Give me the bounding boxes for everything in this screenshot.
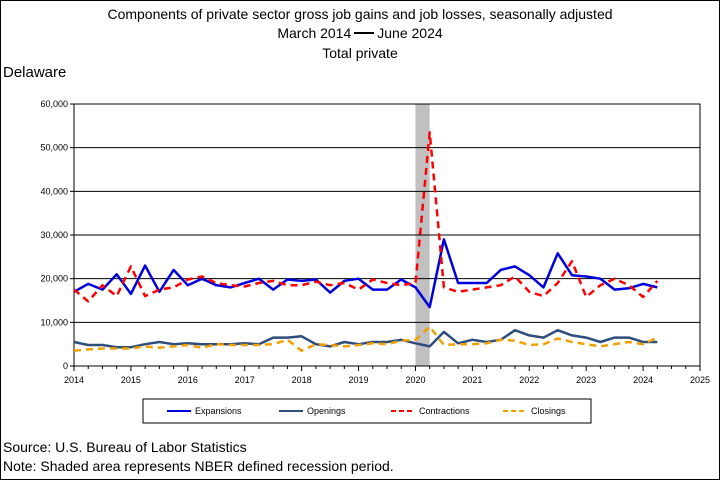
y-tick-label: 30,000 <box>40 230 68 240</box>
y-tick-label: 50,000 <box>40 143 68 153</box>
x-tick-label: 2016 <box>178 375 198 385</box>
y-tick-label: 10,000 <box>40 317 68 327</box>
series-line-closings <box>73 325 658 352</box>
y-tick-label: 20,000 <box>40 274 68 284</box>
x-tick-label: 2017 <box>235 375 255 385</box>
series-lines <box>73 131 659 352</box>
x-tick-label: 2015 <box>121 375 141 385</box>
x-tick-label: 2021 <box>462 375 482 385</box>
gridlines <box>74 147 700 323</box>
legend-label-openings: Openings <box>307 406 346 416</box>
line-chart: 0 10,000 20,000 30,000 40,000 50,000 60,000 201… <box>40 99 710 424</box>
axes: 0 10,000 20,000 30,000 40,000 50,000 60,000 201… <box>40 99 710 385</box>
legend-box <box>142 398 592 424</box>
legend-label-expansions: Expansions <box>195 406 242 416</box>
x-tick-label: 2020 <box>405 375 425 385</box>
y-tick-label: 60,000 <box>40 99 68 109</box>
series-line-expansions <box>73 238 658 309</box>
x-tick-label: 2023 <box>576 375 596 385</box>
x-tick-label: 2024 <box>633 375 653 385</box>
legend: Expansions Openings Contractions Closings <box>142 398 592 424</box>
x-tick-label: 2014 <box>64 375 84 385</box>
x-tick-label: 2022 <box>519 375 539 385</box>
dash-line-icon <box>354 32 375 35</box>
chart-subtitle-sector: Total private <box>322 45 398 61</box>
y-tick-label: 40,000 <box>40 186 68 196</box>
y-tick-label: 0 <box>63 361 68 371</box>
date-end: June 2024 <box>377 25 443 41</box>
chart-subtitle-dates: March 2014 June 2024 <box>0 24 720 42</box>
region-label: Delaware <box>3 64 67 81</box>
x-tick-label: 2025 <box>690 375 710 385</box>
x-tick-label: 2018 <box>292 375 312 385</box>
series-line-openings <box>73 328 658 349</box>
legend-label-closings: Closings <box>531 406 566 416</box>
legend-label-contractions: Contractions <box>419 406 470 416</box>
date-start: March 2014 <box>277 25 352 41</box>
x-tick-label: 2019 <box>349 375 369 385</box>
source-note: Source: U.S. Bureau of Labor Statistics <box>3 439 247 455</box>
recession-note: Note: Shaded area represents NBER define… <box>3 458 394 474</box>
chart-title: Components of private sector gross job g… <box>107 6 613 22</box>
series-line-contractions <box>73 131 659 303</box>
